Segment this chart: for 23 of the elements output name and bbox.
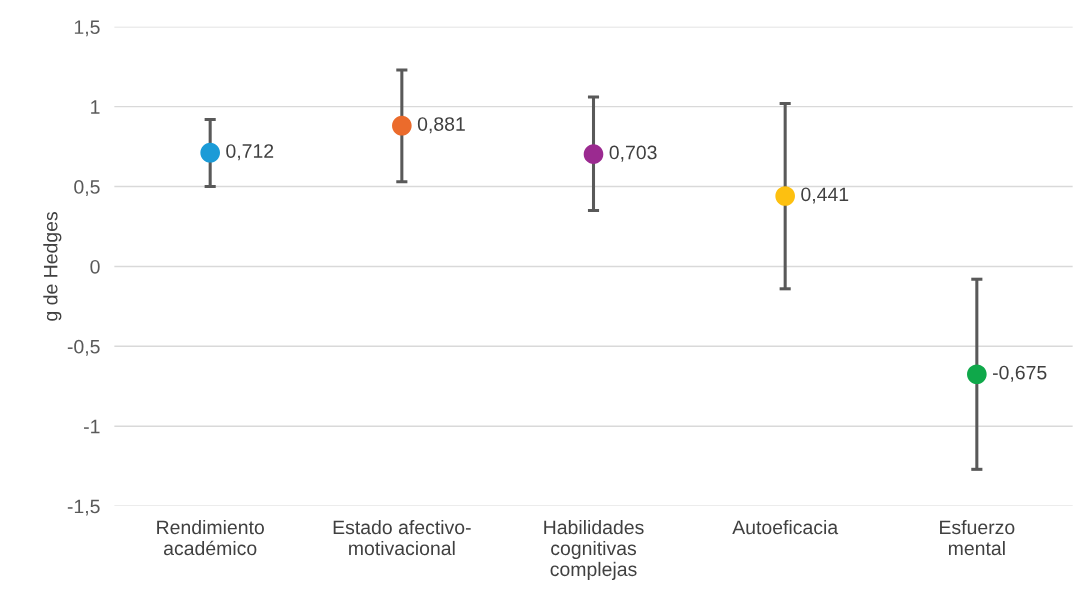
y-tick-label: 0,5 <box>74 180 100 197</box>
point <box>392 115 412 136</box>
point <box>775 186 795 206</box>
data-label: -0,675 <box>992 365 1047 382</box>
x-tick-label: Estado afectivo- motivacional <box>333 519 471 556</box>
point <box>200 142 220 163</box>
data-label: 0,441 <box>801 187 849 204</box>
data-label: 0,703 <box>609 145 657 162</box>
y-tick-label: -0,5 <box>67 339 100 356</box>
y-tick-label: -1,5 <box>67 499 100 516</box>
x-tick-label: Habilidades cognitivas complejas <box>544 519 644 580</box>
point <box>583 144 604 164</box>
y-tick-label: 0 <box>90 259 100 274</box>
y-axis-title: g de Hedges <box>43 212 62 321</box>
y-tick-label: -1 <box>84 419 100 434</box>
y-tick-label: 1,5 <box>74 20 100 37</box>
x-tick-label: Esfuerzo mental <box>940 519 1015 556</box>
x-tick-label: Autoeficacia <box>732 519 839 535</box>
point <box>967 364 987 385</box>
y-tick-label: 1 <box>91 100 100 114</box>
x-tick-label: Rendimiento académico <box>157 519 264 556</box>
data-label: 0,881 <box>417 117 465 134</box>
data-label: 0,712 <box>226 144 274 161</box>
